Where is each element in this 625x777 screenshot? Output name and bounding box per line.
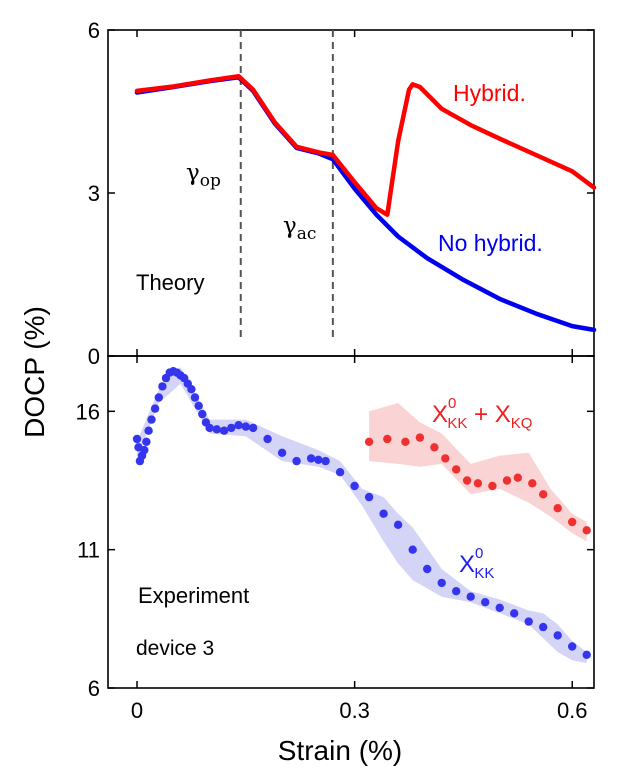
legend-no-hybrid: No hybrid. — [438, 230, 543, 256]
x-axis-label: Strain (%) — [278, 735, 402, 766]
data-point-1-5 — [441, 454, 450, 463]
data-point-0-33 — [306, 454, 316, 463]
legend-xkk: X0 KK — [459, 545, 494, 582]
device-annotation: device 3 — [136, 637, 214, 660]
gamma-ac-label: γac — [283, 213, 316, 244]
data-point-0-9 — [154, 393, 163, 402]
theory-panel: 0 3 6 Theory Hybrid. No hybrid. γop γac — [88, 18, 597, 369]
data-point-0-44 — [452, 587, 461, 596]
data-point-0-8 — [150, 404, 160, 413]
data-point-0-26 — [227, 423, 236, 433]
data-point-0-37 — [350, 481, 359, 491]
experiment-annotation: Experiment — [138, 583, 249, 608]
xtick-label-1: 0.3 — [339, 698, 370, 723]
data-point-1-11 — [513, 473, 522, 482]
data-point-0-34 — [314, 455, 323, 464]
bottom-ytick-label-1: 11 — [77, 538, 100, 563]
xtick-label-2: 0.6 — [557, 698, 588, 723]
data-point-0-49 — [524, 617, 533, 626]
bottom-panel-frame — [107, 355, 595, 689]
data-point-0-27 — [234, 421, 243, 430]
series-line-0 — [134, 73, 597, 217]
xtick-label-0: 0 — [131, 698, 143, 723]
bottom-ytick-label-0: 6 — [88, 676, 100, 701]
data-point-0-32 — [292, 456, 301, 466]
data-point-1-10 — [502, 476, 512, 485]
data-point-0-18 — [187, 385, 196, 394]
gamma-op-label: γop — [186, 160, 221, 191]
data-point-0-23 — [205, 423, 214, 433]
error-band-0 — [137, 367, 587, 664]
data-point-0-28 — [241, 422, 250, 431]
data-point-1-6 — [452, 465, 461, 474]
data-point-1-16 — [582, 526, 591, 535]
top-ytick-label-1: 3 — [88, 181, 100, 206]
data-point-0-29 — [248, 423, 258, 433]
data-point-1-3 — [415, 433, 425, 442]
data-point-0-21 — [198, 409, 207, 419]
legend-xkk-xkq: X0 KK + XKQ — [432, 395, 532, 432]
theory-annotation: Theory — [136, 270, 204, 295]
data-point-1-8 — [473, 479, 483, 488]
top-ytick-label-0: 0 — [88, 344, 100, 369]
data-point-0-25 — [219, 426, 229, 435]
data-point-0-51 — [553, 631, 562, 640]
data-point-0-47 — [495, 603, 504, 612]
data-point-0-48 — [510, 609, 519, 618]
bottom-ytick-label-2: 16 — [76, 399, 100, 424]
data-point-0-43 — [437, 578, 446, 588]
data-point-0-19 — [190, 393, 200, 402]
data-point-0-5 — [142, 437, 151, 446]
data-point-0-7 — [147, 415, 156, 424]
experiment-panel: 6 11 16 Experiment device 3 X0 KK X0 KK + XK… — [76, 355, 595, 701]
data-point-0-50 — [539, 622, 548, 632]
data-point-0-38 — [364, 492, 374, 502]
data-point-1-13 — [539, 490, 548, 499]
data-point-0-52 — [568, 642, 577, 651]
data-point-1-4 — [430, 443, 439, 452]
data-point-0-30 — [263, 434, 272, 444]
data-point-0-36 — [335, 468, 345, 477]
data-point-0-46 — [481, 598, 490, 607]
data-point-0-0 — [132, 434, 142, 444]
data-point-1-12 — [528, 479, 537, 488]
data-point-0-45 — [466, 592, 475, 601]
top-ytick-label-2: 6 — [88, 18, 100, 43]
data-point-0-40 — [393, 520, 403, 529]
data-point-1-0 — [364, 437, 374, 446]
y-axis-label: DOCP (%) — [19, 306, 50, 438]
data-point-0-24 — [212, 425, 221, 434]
data-point-0-35 — [321, 456, 330, 466]
data-point-1-2 — [401, 437, 410, 446]
data-point-1-9 — [488, 481, 497, 491]
data-point-0-41 — [408, 545, 417, 554]
data-point-0-20 — [194, 401, 203, 410]
data-point-0-6 — [144, 426, 153, 435]
data-point-1-14 — [553, 504, 562, 513]
data-point-1-1 — [383, 434, 392, 444]
data-point-0-10 — [158, 382, 167, 391]
data-point-0-53 — [582, 650, 591, 659]
data-point-0-39 — [379, 509, 388, 518]
data-point-0-31 — [277, 448, 287, 457]
data-point-1-15 — [568, 517, 577, 527]
data-point-0-42 — [423, 564, 432, 574]
data-point-0-4 — [140, 445, 149, 455]
data-point-1-7 — [462, 476, 472, 485]
legend-hybrid: Hybrid. — [453, 80, 526, 106]
